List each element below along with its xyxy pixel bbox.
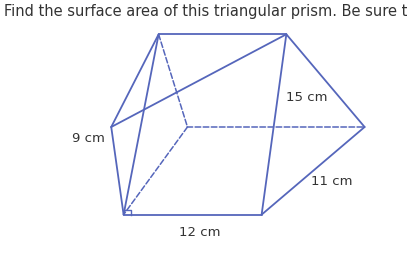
Text: 12 cm: 12 cm <box>179 226 221 239</box>
Text: 9 cm: 9 cm <box>72 132 105 145</box>
Text: 11 cm: 11 cm <box>311 175 353 188</box>
Text: 15 cm: 15 cm <box>286 91 328 104</box>
Text: Find the surface area of this triangular prism. Be sure t: Find the surface area of this triangular… <box>4 4 407 19</box>
